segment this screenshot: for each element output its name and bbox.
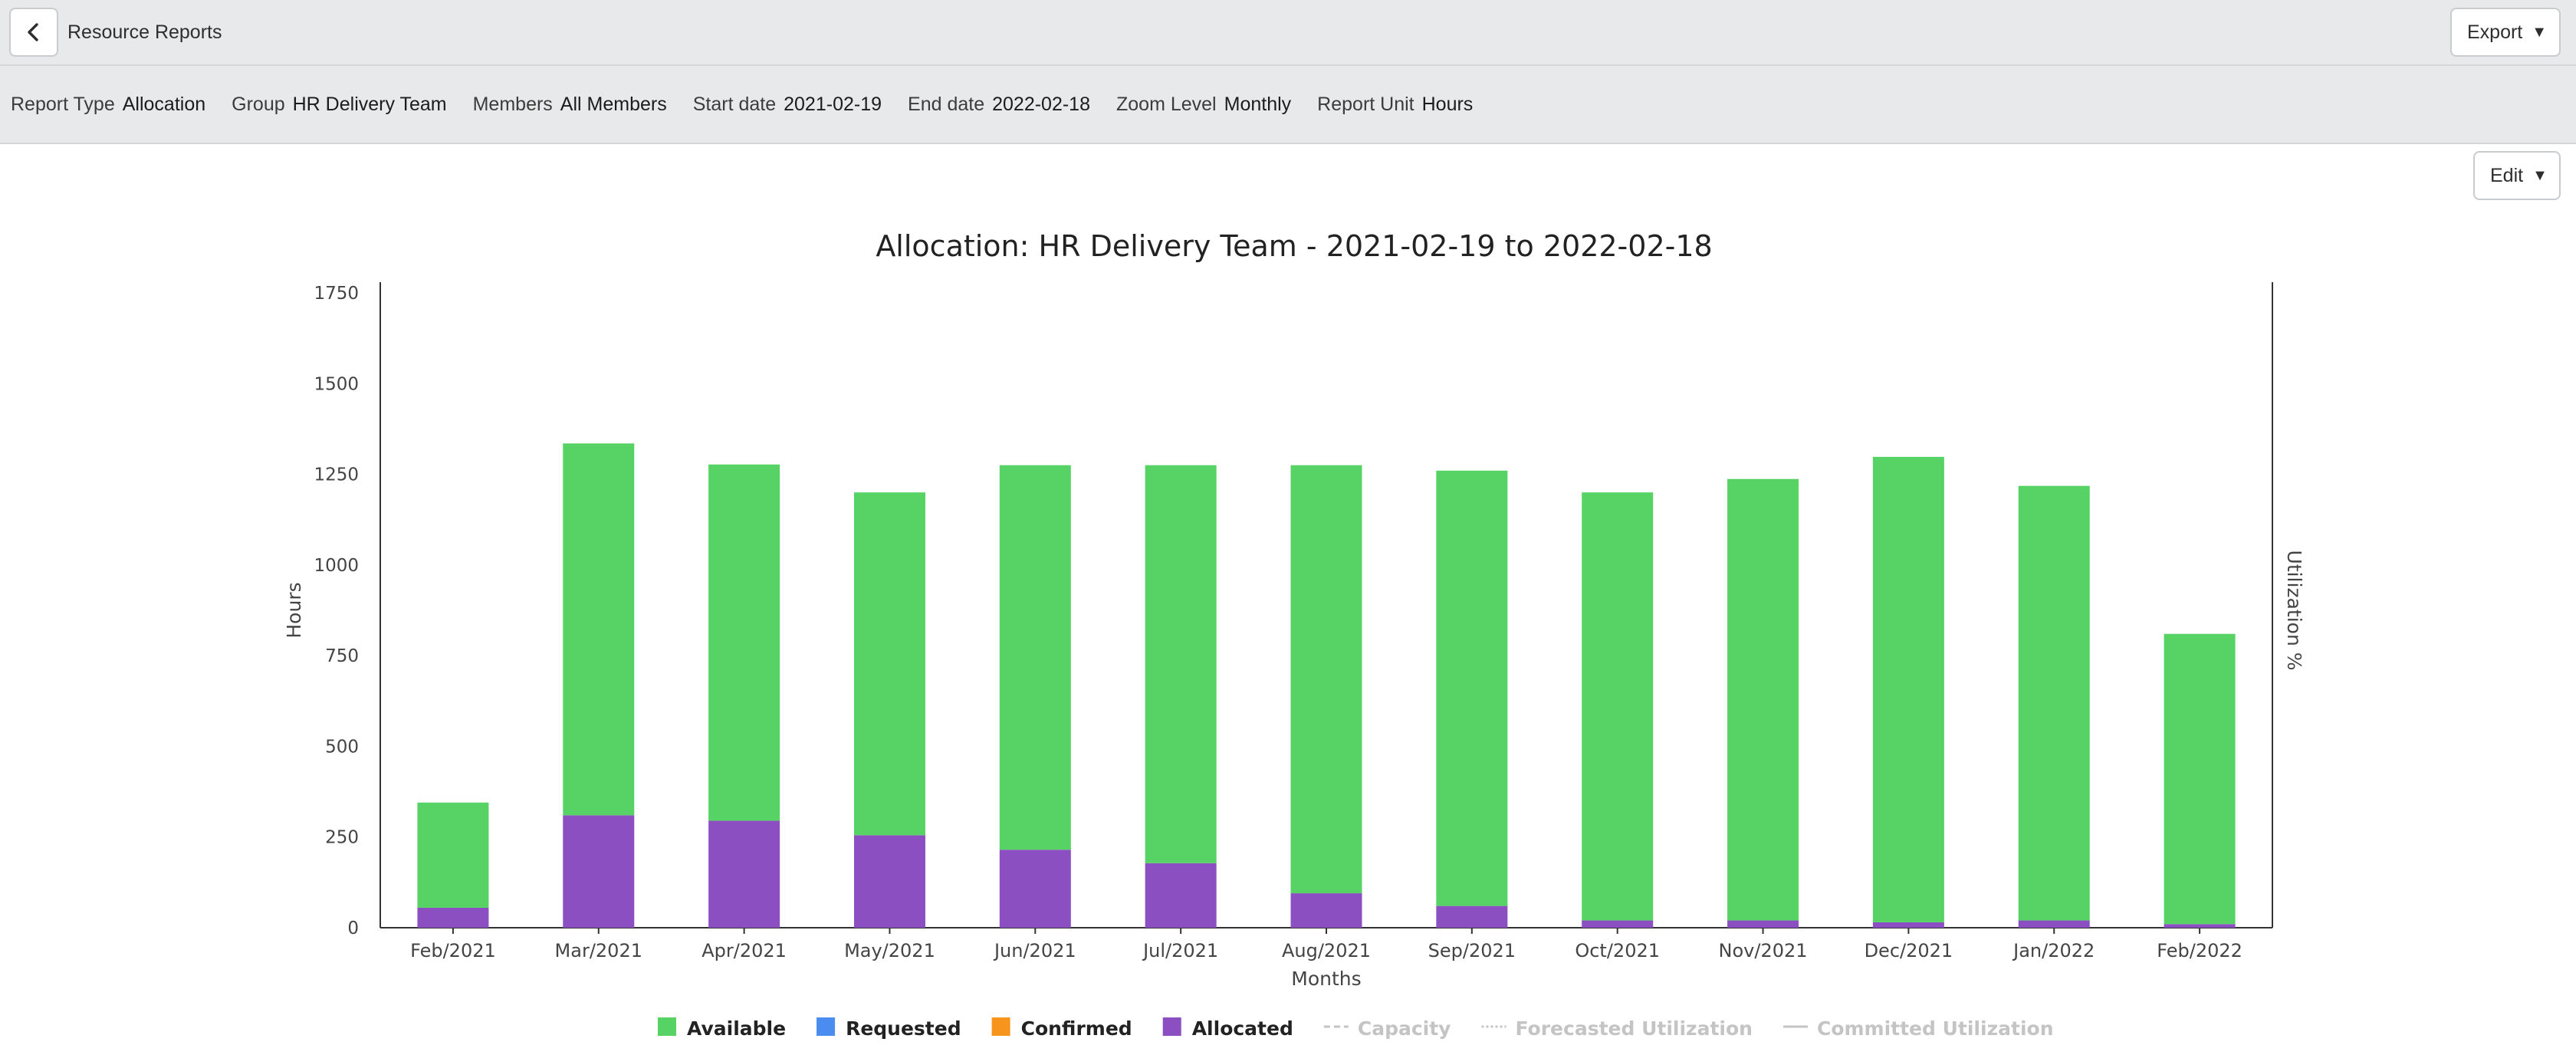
filter-item: Members All Members	[473, 94, 667, 116]
filter-label: Zoom Level	[1116, 93, 1217, 115]
y-tick-label: 1250	[314, 465, 359, 485]
filter-value: 2021-02-19	[784, 93, 882, 115]
filter-value: Allocation	[122, 93, 206, 115]
filter-label: Report Unit	[1317, 93, 1414, 115]
bar-allocated	[2018, 920, 2090, 928]
page-title: Resource Reports	[67, 21, 222, 43]
bar-available	[1290, 465, 1362, 894]
bar-allocated	[853, 835, 925, 928]
legend-label: Forecasted Utilization	[1515, 1017, 1752, 1040]
bar-allocated	[1582, 920, 1654, 928]
x-tick-label: May/2021	[844, 940, 935, 961]
y-tick-label: 1750	[314, 284, 359, 304]
edit-label: Edit	[2490, 164, 2524, 186]
y-axis-label: Hours	[283, 582, 305, 638]
legend-swatch-requested	[816, 1017, 836, 1036]
filter-item: Report Unit Hours	[1317, 94, 1473, 116]
legend-label: Requested	[846, 1017, 961, 1040]
chart-title: Allocation: HR Delivery Team - 2021-02-1…	[876, 229, 1712, 263]
filter-item: Report Type Allocation	[11, 94, 205, 116]
report-filters: Report Type Allocation Group HR Delivery Te…	[11, 66, 1499, 143]
bar-available	[1582, 492, 1654, 921]
caret-down-icon: ▼	[2532, 24, 2548, 41]
top-bar: Resource Reports Export ▼	[0, 0, 2576, 66]
x-tick-label: Nov/2021	[1719, 940, 1808, 961]
filter-label: Report Type	[11, 93, 115, 115]
x-tick-label: Oct/2021	[1575, 940, 1660, 961]
legend-label: Confirmed	[1021, 1017, 1132, 1040]
bar-available	[2018, 485, 2090, 921]
legend-label: Available	[687, 1017, 786, 1040]
y-tick-label: 0	[347, 919, 359, 938]
bar-available	[563, 443, 635, 816]
chevron-left-icon	[28, 23, 38, 41]
bar-available	[853, 492, 925, 836]
allocation-chart: Allocation: HR Delivery Team - 2021-02-1…	[283, 229, 2305, 1040]
filter-value: 2022-02-18	[992, 93, 1090, 115]
x-tick-label: Aug/2021	[1282, 940, 1371, 961]
bar-available	[1872, 456, 1944, 922]
edit-button[interactable]: Edit ▼	[2473, 151, 2561, 200]
legend-label: Allocated	[1192, 1017, 1293, 1040]
bar-available	[708, 464, 780, 821]
x-tick-label: Mar/2021	[555, 940, 642, 961]
bar-allocated	[417, 907, 489, 928]
y-tick-label: 500	[325, 737, 359, 757]
bar-allocated	[1436, 905, 1508, 928]
filter-item: Start date 2021-02-19	[693, 94, 882, 116]
bar-allocated	[1145, 863, 1217, 928]
filter-value: Hours	[1421, 93, 1474, 115]
y-tick-label: 750	[325, 646, 359, 666]
y-tick-label: 1000	[314, 556, 359, 576]
back-button[interactable]	[9, 8, 58, 57]
export-button[interactable]: Export ▼	[2450, 8, 2561, 57]
bar-available	[1727, 478, 1799, 921]
y2-axis-label: Utilization %	[2283, 551, 2305, 671]
caret-down-icon: ▼	[2532, 167, 2548, 184]
filter-label: Start date	[692, 93, 777, 115]
legend-swatch-available	[658, 1017, 676, 1036]
x-tick-label: Dec/2021	[1865, 940, 1953, 961]
filter-label: Group	[232, 93, 285, 115]
y-tick-label: 250	[325, 828, 359, 848]
bar-available	[1145, 465, 1217, 863]
filter-value: Monthly	[1224, 93, 1292, 115]
x-axis-label: Months	[1291, 968, 1361, 990]
legend-swatch-allocated	[1162, 1017, 1181, 1036]
bar-available	[417, 802, 489, 908]
bar-allocated	[1290, 893, 1362, 928]
legend-label: Committed Utilization	[1817, 1017, 2054, 1040]
bar-allocated	[999, 850, 1071, 928]
x-tick-label: Feb/2022	[2157, 940, 2242, 961]
filter-item: Zoom Level Monthly	[1116, 94, 1291, 116]
bar-available	[1436, 470, 1508, 906]
bar-allocated	[1727, 920, 1799, 928]
filter-bar: Report Type Allocation Group HR Delivery Te…	[0, 66, 2576, 200]
x-tick-label: Sep/2021	[1428, 940, 1516, 961]
filter-label: Members	[472, 93, 553, 115]
bar-allocated	[2164, 924, 2236, 928]
x-tick-label: Jun/2021	[993, 940, 1076, 961]
filter-value: All Members	[560, 93, 667, 115]
y-tick-label: 1500	[314, 374, 359, 394]
bar-available	[999, 465, 1071, 850]
bar-allocated	[1872, 922, 1944, 928]
bar-allocated	[563, 815, 635, 928]
filter-item: End date 2022-02-18	[908, 94, 1090, 116]
filter-item: Group HR Delivery Team	[232, 94, 446, 116]
legend-swatch-confirmed	[991, 1017, 1010, 1036]
bar-allocated	[708, 820, 780, 928]
legend-label: Capacity	[1358, 1017, 1451, 1040]
export-label: Export	[2467, 21, 2523, 43]
x-tick-label: Apr/2021	[702, 940, 787, 961]
bar-available	[2164, 633, 2236, 925]
filter-label: End date	[908, 93, 985, 115]
filter-value: HR Delivery Team	[292, 93, 447, 115]
x-tick-label: Feb/2021	[410, 940, 496, 961]
x-tick-label: Jan/2022	[2012, 940, 2095, 961]
x-tick-label: Jul/2021	[1142, 940, 1218, 961]
